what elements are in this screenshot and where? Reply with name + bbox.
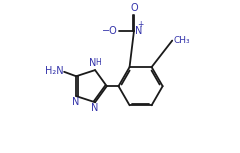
Text: H: H — [96, 58, 102, 67]
Text: +: + — [137, 20, 144, 29]
Text: H₂N: H₂N — [45, 66, 64, 76]
Text: −O: −O — [102, 26, 118, 36]
Text: O: O — [130, 3, 138, 13]
Text: N: N — [89, 58, 96, 68]
Text: CH₃: CH₃ — [173, 36, 190, 45]
Text: N: N — [135, 26, 142, 36]
Text: N: N — [72, 97, 80, 107]
Text: N: N — [91, 103, 99, 113]
